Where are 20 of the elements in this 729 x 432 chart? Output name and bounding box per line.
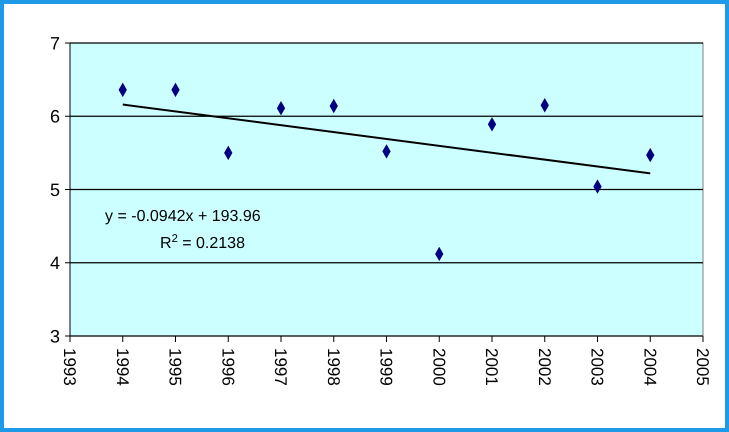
annotation: R$^{2}$ = 0.2138 (160, 233, 246, 252)
x-tick-label: 2005 (693, 348, 712, 386)
annotation: y = -0.0942x + 193.96 (105, 208, 261, 225)
x-tick-label: 1994 (112, 348, 132, 386)
x-tick-label: 1995 (166, 348, 185, 386)
x-tick-label: 1999 (376, 348, 396, 386)
y-tick-label: 6 (50, 106, 60, 127)
y-tick-label: 5 (50, 180, 60, 200)
y-tick-label: 4 (50, 253, 60, 274)
x-tick-label: 1993 (60, 348, 80, 386)
x-tick-label: 1997 (271, 348, 290, 386)
x-tick-label: 2002 (534, 348, 554, 386)
x-tick-label: 1998 (324, 348, 343, 386)
y-tick-label: 3 (50, 326, 60, 346)
x-tick-label: 2000 (429, 348, 448, 386)
x-tick-label: 2003 (588, 348, 607, 386)
x-tick-label: 2004 (640, 348, 660, 386)
x-tick-label: 1996 (218, 348, 238, 386)
y-tick-label: 7 (50, 33, 60, 54)
x-tick-label: 2001 (482, 348, 502, 386)
